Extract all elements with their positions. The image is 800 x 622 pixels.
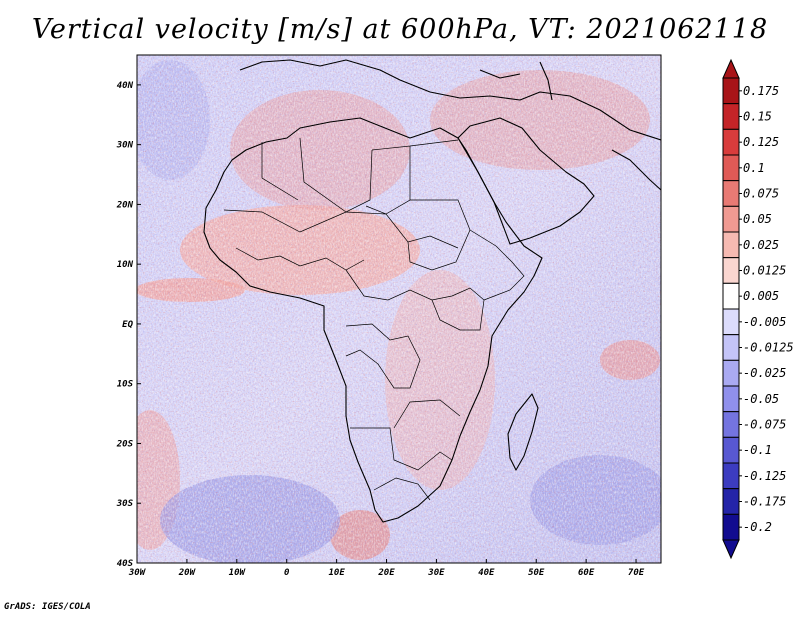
colorbar-segment [722, 77, 740, 105]
colorbar-segment [722, 154, 740, 182]
y-axis-ticks: 40N 30N 20N 10N EQ 10S 20S 30S 40S [116, 81, 141, 569]
south-africa-border [373, 477, 431, 501]
colorbar-segment [722, 488, 740, 515]
x-tick-label: 10W [229, 568, 247, 578]
map-field [137, 55, 661, 563]
congo-borders [345, 323, 421, 389]
x-tick-label: 40E [478, 568, 495, 578]
x-tick-label: 30W [128, 568, 147, 578]
colorbar-label: 0.05 [743, 212, 772, 226]
x-tick-label: 20W [178, 568, 197, 578]
y-tick-label: EQ [122, 320, 133, 330]
x-tick-label: 0 [284, 568, 290, 578]
caspian-black-sea-coastline [479, 61, 553, 101]
x-tick-label: 30E [427, 568, 445, 578]
central-africa-borders [345, 269, 453, 301]
colorbar-label: 0.175 [743, 84, 779, 98]
horn-borders [469, 229, 525, 301]
x-tick-label: 20E [377, 568, 395, 578]
colorbar-label: 0.1 [743, 161, 765, 175]
colorbar-label: -0.075 [743, 418, 786, 432]
colorbar-label: 0.125 [743, 135, 779, 149]
colorbar-segment [722, 103, 740, 130]
y-tick-label: 30S [116, 499, 134, 509]
colorbar-segment [722, 308, 740, 336]
colorbar-label: 0.15 [743, 110, 772, 124]
arabia-coastline [457, 117, 595, 245]
coastlines [203, 59, 661, 523]
x-tick-label: 70E [628, 568, 645, 578]
colorbar-bottom-arrow [722, 539, 740, 560]
y-tick-label: 30N [116, 141, 134, 151]
chart-title: Vertical velocity [m/s] at 600hPa, VT: 2… [31, 14, 769, 45]
colorbar-segment [722, 334, 740, 361]
colorbar-label: -0.2 [743, 520, 772, 534]
sudan-borders [407, 199, 471, 271]
blue-speckle-texture [137, 55, 661, 563]
colorbar-segment [722, 180, 740, 207]
y-tick-label: 40S [117, 559, 134, 569]
x-tick-label: 50E [528, 568, 545, 578]
madagascar-coastline [507, 393, 539, 471]
east-africa-borders [431, 287, 485, 331]
y-tick-label: 20N [116, 200, 134, 210]
map-frame [136, 54, 662, 564]
southern-africa-borders [350, 399, 461, 471]
y-tick-label: 10S [117, 380, 134, 390]
x-axis-ticks: 30W 20W 10W 0 10E 20E 30E 40E 50E 60E 70E [128, 559, 645, 578]
colorbar-label: 0.005 [743, 289, 779, 303]
colorbar-segment [722, 411, 740, 438]
country-borders [223, 137, 525, 501]
colorbar-label: -0.175 [743, 495, 786, 509]
y-tick-label: 40N [117, 81, 134, 91]
colorbar-top-arrow [722, 58, 740, 79]
colorbar-segment [722, 282, 740, 310]
colorbar-segment [722, 257, 740, 284]
colorbar-segment [722, 205, 740, 233]
grads-credit: GrADS: IGES/COLA [4, 602, 91, 612]
y-tick-label: 20S [116, 439, 134, 449]
colorbar-segment [722, 436, 740, 464]
colorbar-segment [722, 385, 740, 413]
x-tick-label: 10E [328, 568, 345, 578]
colorbar-label: -0.025 [743, 366, 786, 380]
colorbar-label: 0.025 [743, 238, 779, 252]
europe-middle-east-coastline [239, 59, 661, 141]
colorbar-segment [722, 231, 740, 259]
colorbar-label: -0.125 [743, 469, 786, 483]
y-tick-label: 10N [117, 260, 134, 270]
colorbar-segment [722, 359, 740, 387]
colorbar-label: -0.005 [743, 315, 786, 329]
colorbar-label: 0.075 [743, 187, 779, 201]
colorbar-segment [722, 128, 740, 156]
colorbar-label: 0.0125 [743, 264, 786, 278]
colorbar: 0.175 0.15 0.125 0.1 0.075 0.05 0.025 0.0125 0.0… [722, 58, 794, 560]
colorbar-label: -0.05 [743, 392, 779, 406]
colorbar-segment [722, 513, 740, 541]
colorbar-label: -0.0125 [743, 341, 794, 355]
india-coastline [611, 149, 661, 191]
colorbar-segment [722, 462, 740, 490]
sahel-borders [223, 209, 459, 249]
colorbar-label: -0.1 [743, 443, 772, 457]
x-tick-label: 60E [578, 568, 595, 578]
africa-coastline [203, 117, 543, 523]
